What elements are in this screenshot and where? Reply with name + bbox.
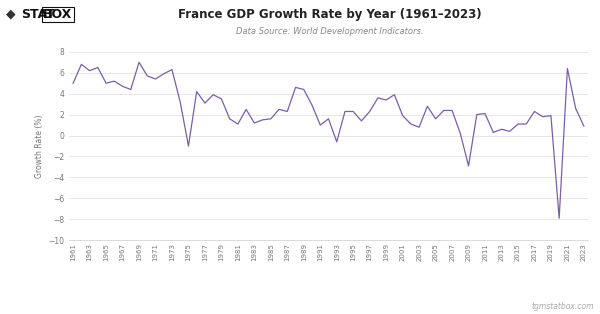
Text: STAT: STAT (22, 8, 55, 21)
Y-axis label: Growth Rate (%): Growth Rate (%) (35, 114, 44, 178)
Text: Data Source: World Development Indicators.: Data Source: World Development Indicator… (236, 27, 424, 36)
Text: tgmstatbox.com: tgmstatbox.com (532, 302, 594, 311)
Text: BOX: BOX (43, 8, 73, 21)
Text: France GDP Growth Rate by Year (1961–2023): France GDP Growth Rate by Year (1961–202… (178, 8, 482, 21)
Text: ◆: ◆ (6, 8, 16, 21)
